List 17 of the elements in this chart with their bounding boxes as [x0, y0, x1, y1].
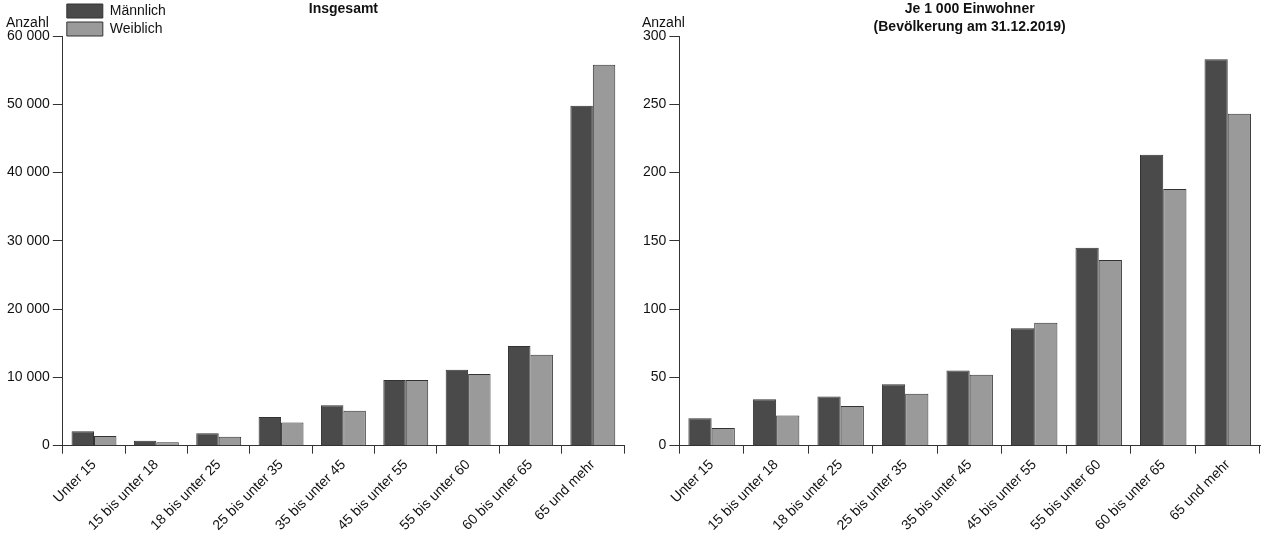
y-tick-label: 20 000 — [6, 299, 51, 316]
y-tick-label: 100 — [643, 299, 667, 316]
chart-title: Insgesamt — [308, 0, 379, 16]
y-tick-label: 10 000 — [6, 368, 51, 385]
legend-label: Männlich — [109, 1, 166, 18]
y-tick-label: 50 000 — [6, 95, 51, 112]
y-tick-label: 200 — [643, 163, 667, 180]
chart-title: Je 1 000 Einwohner — [904, 0, 1036, 16]
legend-label: Weiblich — [109, 19, 163, 36]
y-tick-label: 30 000 — [6, 231, 51, 248]
y-tick-label: 0 — [42, 436, 51, 453]
chart-subtitle: (Bevölkerung am 31.12.2019) — [873, 17, 1066, 34]
y-tick-label: 250 — [643, 95, 667, 112]
y-tick-label: 50 — [650, 368, 667, 385]
y-tick-label: 150 — [643, 231, 667, 248]
y-tick-label: 40 000 — [6, 163, 51, 180]
y-tick-label: 0 — [658, 436, 667, 453]
